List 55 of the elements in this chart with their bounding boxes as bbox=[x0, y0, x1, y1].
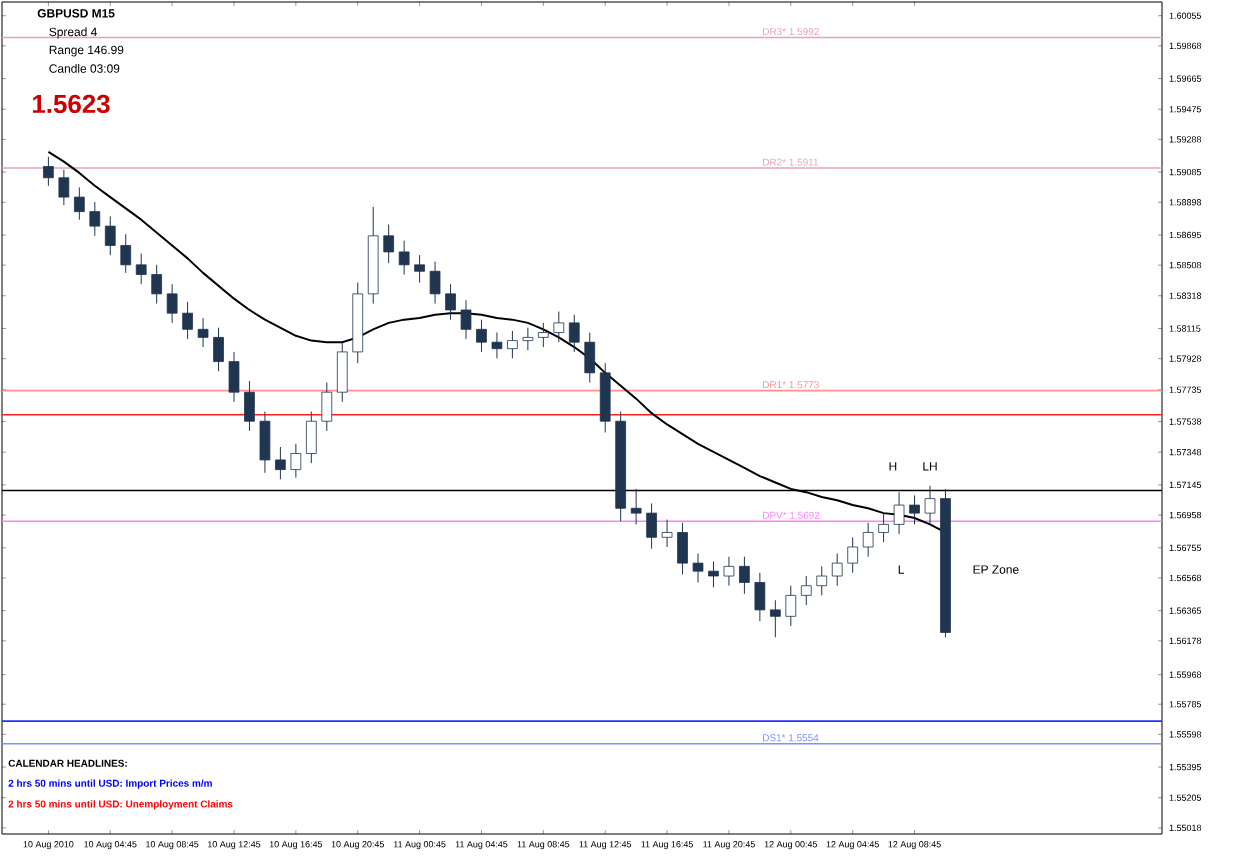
candlestick bbox=[692, 552, 704, 583]
candlestick bbox=[553, 311, 565, 343]
candlestick bbox=[816, 565, 828, 596]
candlestick bbox=[259, 411, 271, 474]
candlestick bbox=[847, 536, 859, 574]
candlestick bbox=[491, 332, 503, 359]
candlestick bbox=[476, 319, 487, 353]
candlestick bbox=[228, 351, 240, 403]
candlestick bbox=[507, 330, 518, 359]
candlestick bbox=[104, 215, 116, 256]
candlestick bbox=[383, 224, 395, 264]
candlestick bbox=[708, 561, 719, 588]
candlestick bbox=[739, 556, 750, 595]
candlestick bbox=[305, 411, 317, 464]
candlestick bbox=[878, 512, 889, 543]
candlestick bbox=[166, 283, 178, 324]
candlestick bbox=[862, 522, 874, 558]
candlestick bbox=[43, 156, 54, 187]
candlestick bbox=[398, 240, 410, 275]
candlestick bbox=[522, 327, 534, 351]
candlestick bbox=[151, 264, 163, 305]
candlestick bbox=[723, 556, 735, 587]
candlestick bbox=[584, 332, 596, 384]
candlestick bbox=[336, 341, 348, 403]
candlestick bbox=[785, 585, 797, 627]
candlestick bbox=[769, 599, 781, 638]
candlestick bbox=[244, 380, 255, 432]
candlestick bbox=[831, 552, 843, 587]
annotation: 1.5623 bbox=[33, 94, 110, 114]
candlestick bbox=[630, 488, 642, 525]
candlestick bbox=[909, 494, 920, 525]
candlestick bbox=[661, 519, 673, 548]
candlestick bbox=[754, 572, 766, 622]
candlestick bbox=[135, 253, 147, 285]
candlestick bbox=[445, 283, 456, 321]
candlestick bbox=[800, 575, 812, 606]
candlestick bbox=[414, 254, 425, 284]
candlestick bbox=[58, 169, 70, 206]
candlestick bbox=[182, 301, 193, 340]
candlestick bbox=[924, 485, 936, 525]
candlestick bbox=[460, 299, 472, 340]
candlestick bbox=[568, 314, 580, 353]
candlestick bbox=[677, 522, 688, 575]
candlestick bbox=[213, 327, 224, 372]
candlestick bbox=[646, 502, 657, 550]
candlestick bbox=[537, 322, 549, 348]
candlestick bbox=[73, 186, 85, 221]
candlestick bbox=[275, 446, 286, 480]
candlestick bbox=[429, 261, 441, 305]
candlestick bbox=[197, 317, 209, 348]
candlestick bbox=[290, 443, 302, 479]
candlestick bbox=[89, 201, 101, 237]
candlestick bbox=[120, 233, 132, 274]
candlestick bbox=[893, 491, 905, 535]
candlestick bbox=[321, 382, 333, 432]
